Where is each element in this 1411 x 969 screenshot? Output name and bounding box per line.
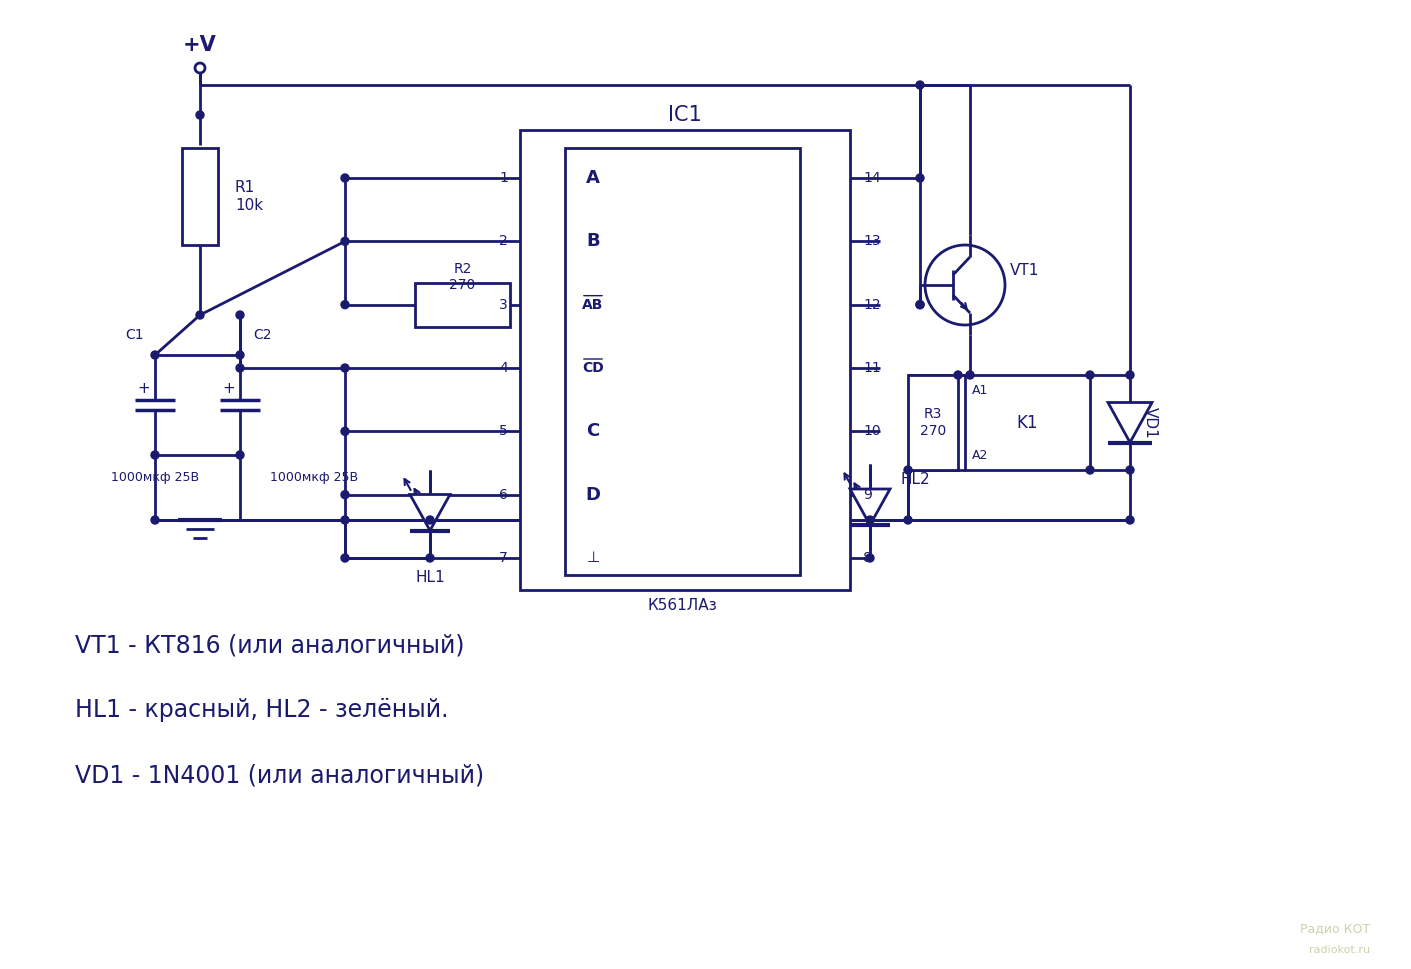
Circle shape bbox=[236, 451, 244, 459]
Text: D: D bbox=[586, 485, 601, 504]
Text: 10: 10 bbox=[864, 424, 880, 438]
Text: 1: 1 bbox=[499, 171, 508, 185]
Text: C: C bbox=[587, 422, 600, 440]
Text: 14: 14 bbox=[864, 171, 880, 185]
Circle shape bbox=[1126, 466, 1134, 474]
Text: 1000мкф 25В: 1000мкф 25В bbox=[111, 471, 199, 484]
Polygon shape bbox=[411, 494, 450, 530]
Text: 1000мкф 25В: 1000мкф 25В bbox=[270, 471, 358, 484]
Text: 8: 8 bbox=[864, 551, 872, 565]
Bar bbox=[521, 130, 849, 590]
Text: Радио КОТ: Радио КОТ bbox=[1300, 922, 1370, 935]
Circle shape bbox=[341, 490, 349, 499]
Text: 3: 3 bbox=[499, 297, 508, 312]
Text: IC1: IC1 bbox=[669, 105, 701, 125]
Circle shape bbox=[341, 174, 349, 182]
Text: 7: 7 bbox=[499, 551, 508, 565]
Circle shape bbox=[916, 300, 924, 309]
Circle shape bbox=[341, 427, 349, 435]
Polygon shape bbox=[849, 489, 890, 525]
Circle shape bbox=[196, 111, 205, 119]
Text: R3
270: R3 270 bbox=[920, 407, 947, 438]
Circle shape bbox=[866, 516, 873, 524]
Text: AB: AB bbox=[583, 297, 604, 312]
Circle shape bbox=[151, 451, 159, 459]
Circle shape bbox=[1086, 371, 1094, 379]
Text: HL1 - красный, HL2 - зелёный.: HL1 - красный, HL2 - зелёный. bbox=[75, 698, 449, 722]
Circle shape bbox=[916, 300, 924, 309]
Circle shape bbox=[151, 351, 159, 359]
Text: B: B bbox=[586, 233, 600, 250]
Circle shape bbox=[426, 516, 435, 524]
Circle shape bbox=[151, 516, 159, 524]
Circle shape bbox=[1126, 516, 1134, 524]
Text: K1: K1 bbox=[1017, 414, 1038, 431]
Circle shape bbox=[196, 311, 205, 319]
Text: 6: 6 bbox=[499, 487, 508, 502]
Circle shape bbox=[236, 364, 244, 372]
Circle shape bbox=[341, 300, 349, 309]
Bar bbox=[564, 148, 800, 575]
Circle shape bbox=[904, 516, 912, 524]
Text: C1: C1 bbox=[126, 328, 144, 342]
Circle shape bbox=[341, 516, 349, 524]
Text: R1
10k: R1 10k bbox=[236, 180, 262, 213]
Text: +: + bbox=[223, 381, 236, 395]
Circle shape bbox=[426, 554, 435, 562]
Circle shape bbox=[967, 371, 974, 379]
Text: A1: A1 bbox=[972, 384, 988, 396]
Text: HL2: HL2 bbox=[900, 472, 930, 486]
Text: 5: 5 bbox=[499, 424, 508, 438]
Text: 2: 2 bbox=[499, 234, 508, 248]
Text: ⊥: ⊥ bbox=[587, 550, 600, 566]
Circle shape bbox=[866, 554, 873, 562]
Circle shape bbox=[1126, 371, 1134, 379]
Text: radiokot.ru: radiokot.ru bbox=[1309, 945, 1370, 955]
Text: VD1: VD1 bbox=[1143, 407, 1157, 438]
Polygon shape bbox=[1108, 402, 1151, 443]
Text: C2: C2 bbox=[253, 328, 271, 342]
Circle shape bbox=[916, 81, 924, 89]
Circle shape bbox=[341, 364, 349, 372]
Circle shape bbox=[341, 237, 349, 245]
Circle shape bbox=[904, 466, 912, 474]
Circle shape bbox=[916, 174, 924, 182]
Circle shape bbox=[1086, 466, 1094, 474]
Circle shape bbox=[236, 311, 244, 319]
Text: 11: 11 bbox=[864, 361, 880, 375]
Bar bbox=[182, 148, 219, 245]
Circle shape bbox=[954, 371, 962, 379]
Bar bbox=[965, 375, 1091, 470]
Circle shape bbox=[341, 554, 349, 562]
Bar bbox=[415, 283, 509, 327]
Text: A2: A2 bbox=[972, 449, 988, 461]
Text: 9: 9 bbox=[864, 487, 872, 502]
Text: VT1 - КТ816 (или аналогичный): VT1 - КТ816 (или аналогичный) bbox=[75, 633, 464, 657]
Text: 4: 4 bbox=[499, 361, 508, 375]
Text: +: + bbox=[137, 381, 150, 395]
Text: HL1: HL1 bbox=[415, 570, 444, 584]
Circle shape bbox=[236, 351, 244, 359]
Text: VD1 - 1N4001 (или аналогичный): VD1 - 1N4001 (или аналогичный) bbox=[75, 763, 484, 787]
Text: 13: 13 bbox=[864, 234, 880, 248]
Text: VT1: VT1 bbox=[1010, 263, 1040, 277]
Bar bbox=[909, 375, 958, 470]
Text: 12: 12 bbox=[864, 297, 880, 312]
Text: CD: CD bbox=[583, 361, 604, 375]
Text: +V: +V bbox=[183, 35, 217, 55]
Text: A: A bbox=[586, 169, 600, 187]
Text: R2
270: R2 270 bbox=[449, 262, 476, 292]
Text: К561ЛАз: К561ЛАз bbox=[648, 598, 717, 612]
